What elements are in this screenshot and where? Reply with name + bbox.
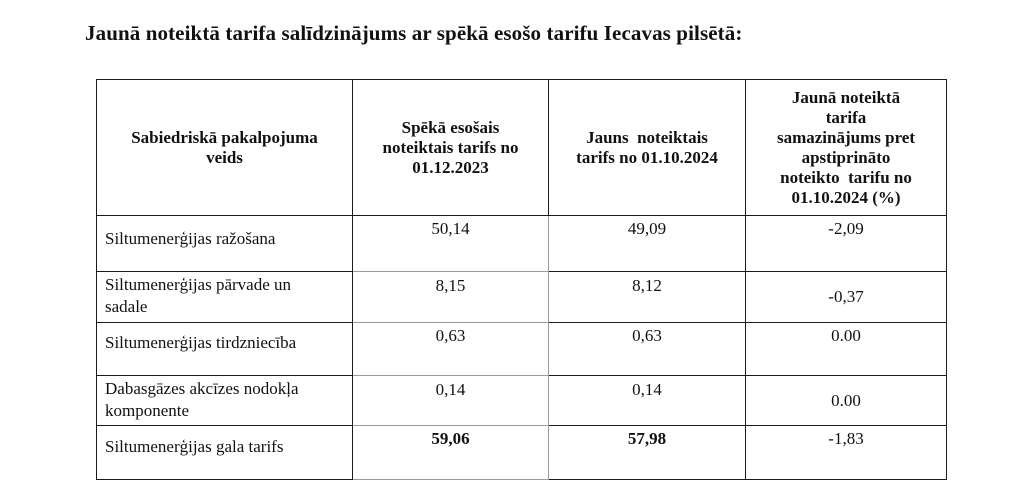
header-reduction-percent: Jaunā noteiktā tarifa samazinājums pret …	[745, 79, 947, 216]
header-line: Spēkā esošais	[401, 117, 500, 137]
new-tariff-cell: 0,14	[548, 375, 746, 426]
service-cell: Siltumenerģijas ražošana	[96, 215, 353, 272]
service-name: Siltumenerģijas pārvade un	[105, 275, 292, 294]
table-row: Dabasgāzes akcīzes nodokļa komponente 0,…	[96, 375, 947, 426]
current-tariff-cell: 50,14	[352, 215, 549, 272]
header-line: veids	[206, 147, 243, 167]
current-tariff-cell: 0,14	[352, 375, 549, 426]
new-tariff-cell: 57,98	[548, 425, 746, 480]
new-tariff-cell: 49,09	[548, 215, 746, 272]
header-line: 01.12.2023	[412, 157, 489, 177]
header-line: Sabiedriskā pakalpojuma	[131, 127, 318, 147]
service-name: Siltumenerģijas gala tarifs	[105, 437, 284, 456]
service-name: Siltumenerģijas ražošana	[105, 229, 276, 248]
header-new-tariff: Jauns noteiktais tarifs no 01.10.2024	[548, 79, 746, 216]
change-percent-cell: 0.00	[745, 322, 947, 376]
table-row: Siltumenerģijas gala tarifs 59,06 57,98 …	[96, 425, 947, 480]
change-percent-cell: 0.00	[745, 375, 947, 426]
header-line: tarifs no 01.10.2024	[576, 147, 718, 167]
tariff-comparison-table: Sabiedriskā pakalpojuma veids Spēkā esoš…	[96, 79, 947, 480]
current-tariff-cell: 0,63	[352, 322, 549, 376]
change-percent-cell: -2,09	[745, 215, 947, 272]
service-name: Dabasgāzes akcīzes nodokļa	[105, 379, 299, 398]
service-name-cont: sadale	[105, 297, 148, 316]
table-row: Siltumenerģijas ražošana 50,14 49,09 -2,…	[96, 215, 947, 272]
service-cell: Siltumenerģijas pārvade un sadale	[96, 271, 353, 323]
header-current-tariff: Spēkā esošais noteiktais tarifs no 01.12…	[352, 79, 549, 216]
document-title: Jaunā noteiktā tarifa salīdzinājums ar s…	[85, 21, 743, 45]
header-line: Jaunā noteiktā	[791, 87, 901, 107]
table-row: Siltumenerģijas tirdzniecība 0,63 0,63 0…	[96, 322, 947, 376]
change-percent-cell: -0,37	[745, 271, 947, 323]
header-line: Jauns noteiktais	[586, 127, 708, 147]
new-tariff-cell: 8,12	[548, 271, 746, 323]
change-percent-cell: -1,83	[745, 425, 947, 480]
service-cell: Dabasgāzes akcīzes nodokļa komponente	[96, 375, 353, 426]
service-cell: Siltumenerģijas gala tarifs	[96, 425, 353, 480]
current-tariff-cell: 8,15	[352, 271, 549, 323]
new-tariff-cell: 0,63	[548, 322, 746, 376]
service-name: Siltumenerģijas tirdzniecība	[105, 333, 297, 352]
header-line: tarifa	[825, 107, 867, 127]
current-tariff-cell: 59,06	[352, 425, 549, 480]
table-row: Siltumenerģijas pārvade un sadale 8,15 8…	[96, 271, 947, 323]
header-service-type: Sabiedriskā pakalpojuma veids	[96, 79, 353, 216]
header-line: samazinājums pret	[776, 127, 916, 147]
service-cell: Siltumenerģijas tirdzniecība	[96, 322, 353, 376]
header-line: 01.10.2024 (%)	[791, 187, 901, 207]
header-line: noteiktais tarifs no	[382, 137, 519, 157]
header-line: noteikto tarifu no	[780, 167, 912, 187]
service-name-cont: komponente	[105, 401, 190, 420]
header-line: apstiprināto	[801, 147, 891, 167]
table-header-row: Sabiedriskā pakalpojuma veids Spēkā esoš…	[96, 79, 947, 216]
